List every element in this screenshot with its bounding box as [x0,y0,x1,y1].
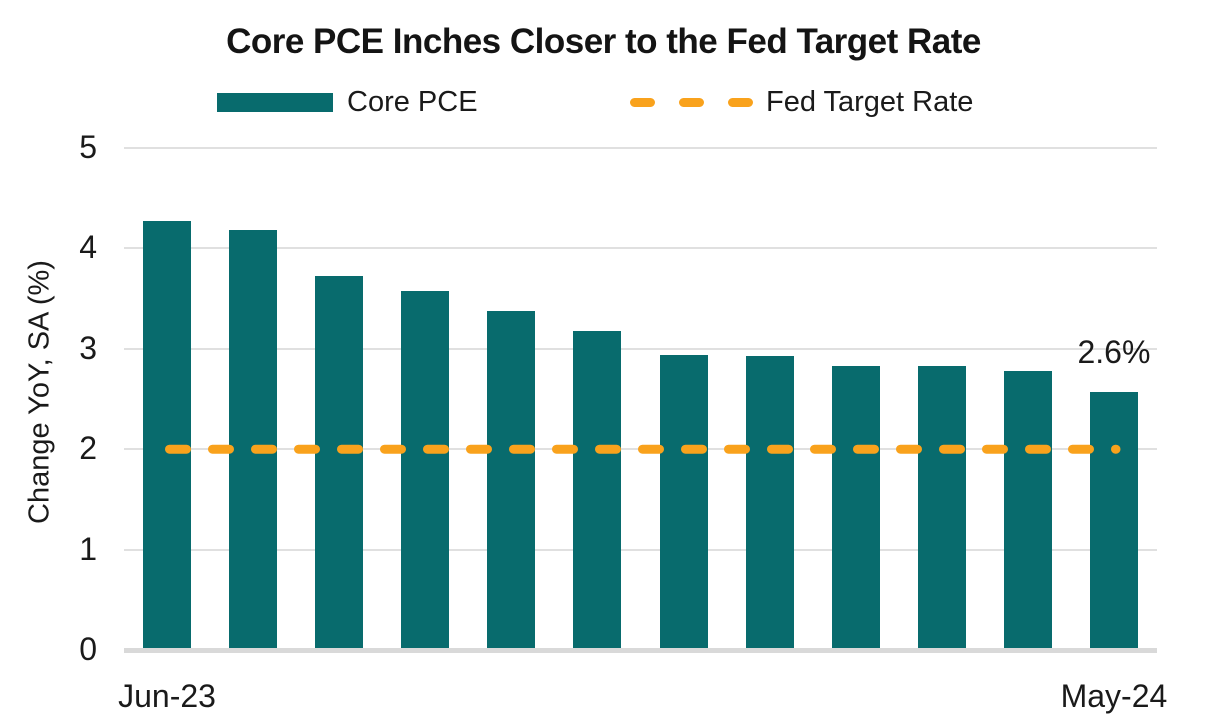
bar-jun-23 [143,221,192,648]
bar-dec-23 [659,354,708,648]
x-tick-jun-23: Jun-23 [118,678,216,714]
gridline-4 [124,247,1157,250]
bar-jan-24 [745,355,794,648]
chart-title: Core PCE Inches Closer to the Fed Target… [226,22,981,61]
bar-apr-24 [1003,370,1052,648]
gridline-1 [124,548,1157,551]
last-bar-value-label: 2.6% [1077,333,1151,370]
legend-item-core-pce: Core PCE [217,86,478,118]
y-tick-4: 4 [79,229,97,266]
fed-target-dash-swatch-icon [630,97,753,107]
y-tick-1: 1 [79,530,97,567]
bar-sep-23 [401,290,450,648]
legend-label-fed-target-rate: Fed Target Rate [766,85,974,118]
bar-aug-23 [315,275,364,648]
bar-mar-24 [917,365,966,648]
gridline-5 [124,147,1157,149]
gridline-0 [124,648,1157,653]
core-pce-swatch-icon [217,92,333,112]
y-axis-title: Change YoY, SA (%) [23,260,56,524]
y-tick-3: 3 [79,329,97,366]
gridline-2 [124,448,1157,451]
y-tick-5: 5 [79,128,97,165]
gridline-3 [124,347,1157,350]
bar-jul-23 [229,230,278,648]
bar-nov-23 [573,330,622,648]
bar-may-24 [1089,391,1138,648]
legend-label-core-pce: Core PCE [347,85,478,118]
y-tick-2: 2 [79,429,97,466]
bar-oct-23 [487,310,536,648]
y-tick-0: 0 [79,630,97,667]
x-tick-may-24: May-24 [1060,678,1168,714]
bar-feb-24 [831,365,880,648]
legend-item-fed-target-rate: Fed Target Rate [629,86,973,118]
